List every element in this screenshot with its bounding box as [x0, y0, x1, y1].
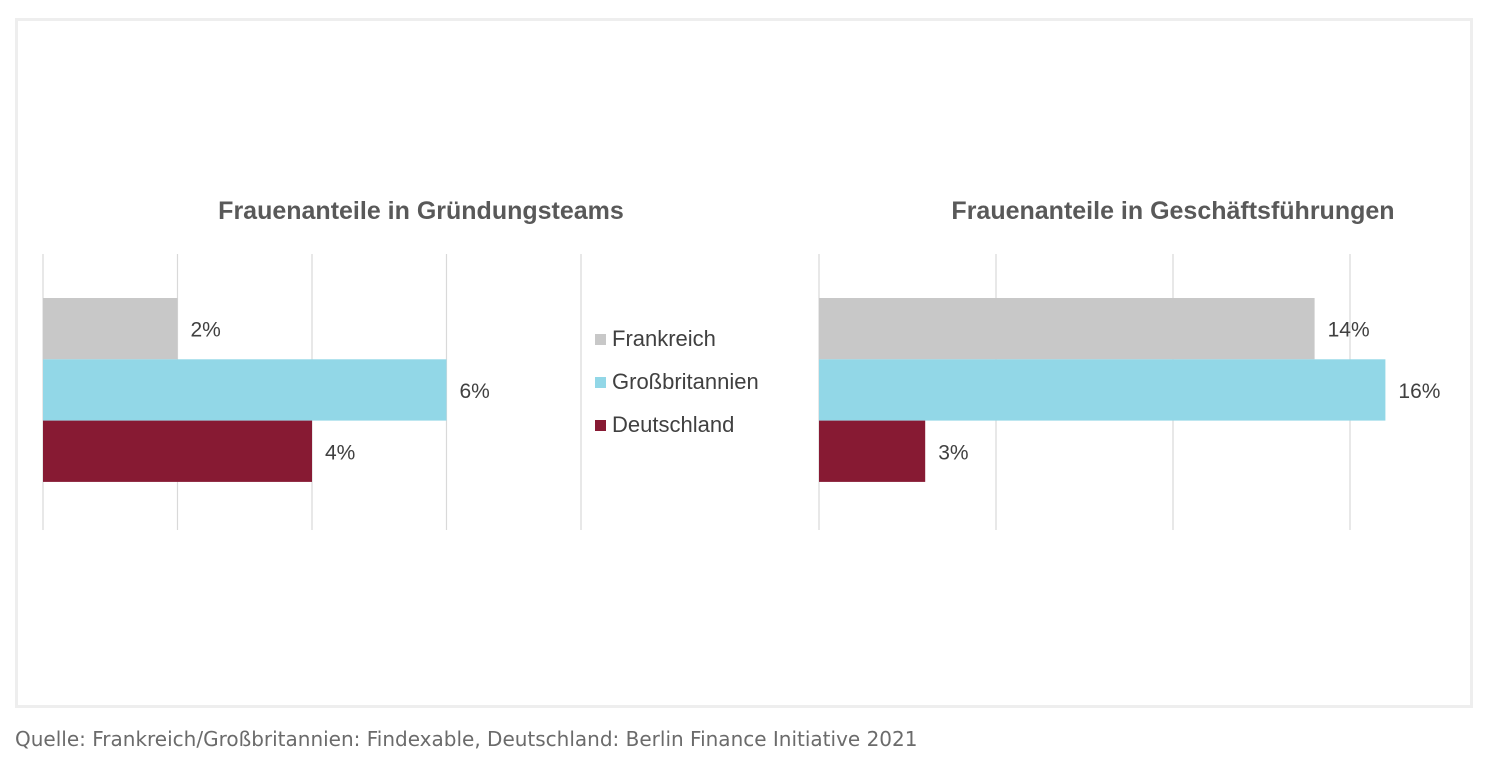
chart-title-left: Frauenanteile in Gründungsteams [218, 197, 624, 225]
bar-right-grossbritannien [819, 359, 1386, 421]
legend-label-frankreich: Frankreich [612, 326, 716, 351]
bar-right-deutschland [819, 420, 926, 482]
bar-left-frankreich [43, 298, 178, 360]
chart-left: Frauenanteile in Gründungsteams 2% 6% 4% [42, 197, 624, 530]
bar-left-deutschland [43, 420, 312, 482]
legend: Frankreich Großbritannien Deutschland [595, 326, 759, 437]
data-label-left-frankreich: 2% [191, 319, 221, 342]
data-label-left-grossbritannien: 6% [460, 380, 490, 403]
legend-swatch-grossbritannien [595, 377, 606, 388]
chart-title-right: Frauenanteile in Geschäftsführungen [951, 197, 1394, 225]
chart-right: Frauenanteile in Geschäftsführungen 14% 1… [818, 197, 1440, 530]
bar-right-frankreich [819, 298, 1315, 360]
legend-swatch-deutschland [595, 420, 606, 431]
data-label-right-frankreich: 14% [1328, 319, 1370, 342]
data-label-left-deutschland: 4% [325, 441, 355, 464]
source-caption: Quelle: Frankreich/Großbritannien: Finde… [15, 727, 918, 751]
legend-label-grossbritannien: Großbritannien [612, 369, 759, 394]
data-label-right-grossbritannien: 16% [1398, 380, 1440, 403]
bar-left-grossbritannien [43, 359, 447, 421]
legend-swatch-frankreich [595, 334, 606, 345]
data-label-right-deutschland: 3% [938, 441, 968, 464]
legend-label-deutschland: Deutschland [612, 412, 734, 437]
chart-canvas: Frauenanteile in Gründungsteams 2% 6% 4% F… [42, 197, 1440, 530]
